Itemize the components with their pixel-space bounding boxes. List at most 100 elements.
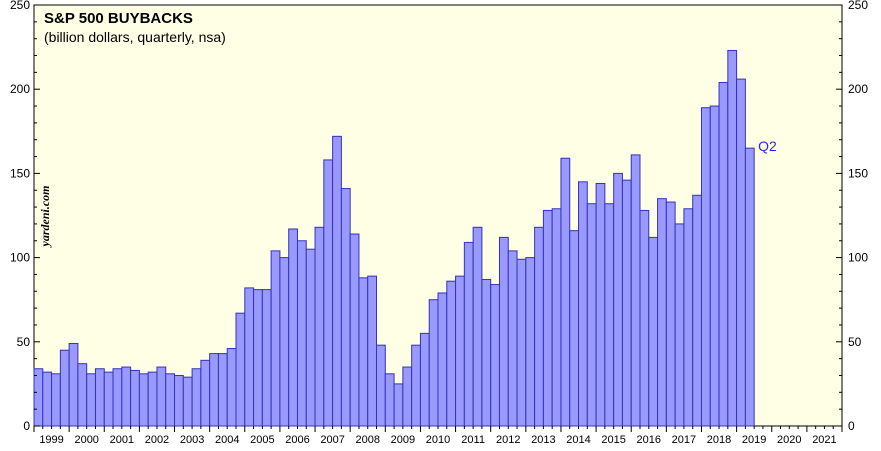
bar-2009-q1 bbox=[384, 373, 395, 427]
x-tick-label-2021: 2021 bbox=[812, 434, 836, 446]
bar-2016-q3 bbox=[648, 236, 659, 427]
bar-2004-q4 bbox=[235, 312, 246, 427]
y-tick-label-left-150: 150 bbox=[10, 166, 30, 180]
x-tick-label-2019: 2019 bbox=[742, 434, 766, 446]
bar-2015-q3 bbox=[613, 172, 623, 427]
bar-2017-q4 bbox=[692, 194, 702, 427]
y-tick-label-left-50: 50 bbox=[17, 335, 31, 349]
bar-2000-q3 bbox=[86, 373, 96, 427]
bar-2000-q2 bbox=[77, 363, 88, 427]
bar-2003-q1 bbox=[174, 374, 184, 427]
bar-2001-q4 bbox=[130, 369, 140, 427]
x-tick-label-2018: 2018 bbox=[707, 434, 731, 446]
x-tick-label-2012: 2012 bbox=[496, 434, 520, 446]
bar-2007-q2 bbox=[323, 159, 334, 427]
bar-2005-q4 bbox=[270, 250, 281, 427]
bar-2017-q1 bbox=[665, 201, 676, 427]
bar-2011-q3 bbox=[472, 226, 483, 427]
chart-subtitle: (billion dollars, quarterly, nsa) bbox=[44, 29, 226, 45]
bar-2000-q1 bbox=[68, 342, 79, 427]
q2-annotation: Q2 bbox=[758, 138, 777, 154]
bar-2003-q2 bbox=[182, 376, 193, 427]
x-tick-label-2009: 2009 bbox=[391, 434, 415, 446]
y-tick-label-right-150: 150 bbox=[848, 166, 868, 180]
bar-2015-q2 bbox=[604, 203, 615, 427]
bar-2008-q1 bbox=[349, 233, 360, 427]
bar-2007-q3 bbox=[332, 135, 342, 427]
bar-2014-q3 bbox=[578, 181, 588, 427]
bar-1999-q3 bbox=[51, 373, 61, 427]
bar-2006-q3 bbox=[296, 240, 307, 427]
chart-title: S&P 500 BUYBACKS bbox=[44, 10, 193, 27]
bar-2011-q2 bbox=[463, 241, 474, 427]
y-tick-label-right-200: 200 bbox=[848, 82, 868, 96]
bar-2017-q3 bbox=[683, 208, 694, 427]
bar-2018-q4 bbox=[727, 49, 738, 427]
bar-2011-q4 bbox=[481, 278, 492, 427]
x-tick-label-2014: 2014 bbox=[566, 434, 590, 446]
x-tick-label-2010: 2010 bbox=[426, 434, 450, 446]
x-tick-label-2016: 2016 bbox=[637, 434, 661, 446]
bar-2014-q2 bbox=[569, 230, 580, 427]
bar-2012-q3 bbox=[507, 250, 518, 427]
bar-2002-q1 bbox=[138, 373, 149, 427]
x-tick-label-2001: 2001 bbox=[110, 434, 134, 446]
watermark-yardeni: yardeni.com bbox=[38, 186, 52, 249]
bar-2009-q3 bbox=[402, 366, 413, 427]
y-tick-label-right-0: 0 bbox=[848, 419, 855, 433]
bar-2008-q2 bbox=[358, 277, 369, 427]
bar-2003-q3 bbox=[191, 368, 202, 427]
bar-2002-q4 bbox=[165, 373, 176, 427]
bar-2013-q2 bbox=[534, 226, 544, 427]
x-tick-label-2011: 2011 bbox=[461, 434, 485, 446]
bar-2001-q3 bbox=[121, 366, 132, 427]
bar-2010-q3 bbox=[437, 292, 448, 427]
bar-2012-q1 bbox=[490, 284, 500, 427]
y-tick-label-left-250: 250 bbox=[10, 0, 30, 12]
bar-2011-q1 bbox=[455, 275, 465, 427]
bar-2014-q1 bbox=[560, 157, 571, 427]
bar-2004-q1 bbox=[209, 353, 219, 427]
bar-2010-q4 bbox=[446, 280, 457, 427]
bar-2012-q2 bbox=[498, 236, 509, 427]
bar-2016-q1 bbox=[630, 154, 641, 427]
bar-1999-q2 bbox=[42, 371, 53, 427]
x-tick-label-2020: 2020 bbox=[777, 434, 801, 446]
bar-2015-q1 bbox=[595, 183, 606, 427]
bars-group bbox=[33, 49, 755, 427]
x-tick-label-2002: 2002 bbox=[145, 434, 169, 446]
x-tick-label-2017: 2017 bbox=[672, 434, 696, 446]
bar-2014-q4 bbox=[586, 203, 597, 427]
x-axis: 1999 2000 2001 2002 2003 2004 2005 2006 2007 2008… bbox=[33, 426, 843, 446]
bar-2017-q2 bbox=[674, 223, 685, 427]
bar-2008-q3 bbox=[367, 275, 378, 427]
y-tick-label-left-200: 200 bbox=[10, 82, 30, 96]
bar-1999-q4 bbox=[59, 349, 70, 427]
bar-2001-q2 bbox=[112, 368, 123, 427]
bar-2008-q4 bbox=[376, 344, 386, 427]
bar-2005-q3 bbox=[261, 289, 272, 427]
bar-2012-q4 bbox=[516, 258, 527, 427]
y-tick-label-right-100: 100 bbox=[848, 251, 868, 265]
bar-2013-q1 bbox=[525, 257, 536, 427]
bar-2018-q2 bbox=[709, 105, 720, 427]
bar-2004-q2 bbox=[217, 353, 228, 427]
bar-2007-q4 bbox=[340, 188, 351, 427]
bar-2001-q1 bbox=[103, 371, 114, 427]
x-tick-label-2008: 2008 bbox=[355, 434, 379, 446]
bar-2016-q2 bbox=[639, 209, 650, 427]
bar-2016-q4 bbox=[657, 198, 667, 427]
bar-2006-q4 bbox=[305, 248, 316, 427]
x-tick-label-2004: 2004 bbox=[215, 434, 239, 446]
bar-2004-q3 bbox=[226, 348, 237, 427]
x-tick-label-2007: 2007 bbox=[320, 434, 344, 446]
bar-1999-q1 bbox=[33, 368, 44, 427]
bar-2018-q3 bbox=[718, 81, 729, 427]
bar-2010-q1 bbox=[419, 332, 430, 427]
y-tick-label-right-50: 50 bbox=[848, 335, 862, 349]
x-tick-label-2000: 2000 bbox=[74, 434, 98, 446]
x-tick-label-2015: 2015 bbox=[601, 434, 625, 446]
bar-2019-q2 bbox=[744, 147, 755, 427]
bar-2000-q4 bbox=[94, 368, 105, 427]
